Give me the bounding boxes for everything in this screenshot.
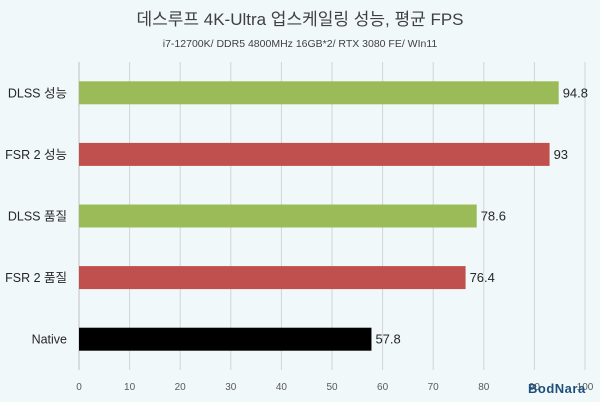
x-tick-label: 60 [377,382,389,393]
category-label: DLSS 품질 [8,210,67,224]
bars [79,81,559,351]
bar [79,327,372,351]
x-tick-label: 70 [428,382,440,393]
bar [79,266,466,290]
chart-subtitle: i7-12700K/ DDR5 4800MHz 16GB*2/ RTX 3080… [163,38,438,50]
labels: DLSS 성능 94.8 FSR 2 성능 93 DLSS 품질 78.6 FSR 2 품질… [5,85,588,346]
value-label: 57.8 [375,332,400,347]
bar [79,204,477,228]
watermark-text: BodNara [528,381,586,396]
watermark: BodNara [528,381,586,396]
x-axis-ticks: 0 10 20 30 40 50 60 70 80 90 100 [76,382,594,393]
category-label: DLSS 성능 [8,86,67,100]
x-tick-label: 0 [76,382,82,393]
category-label: FSR 2 품질 [5,271,67,285]
value-label: 94.8 [563,85,588,100]
category-label: Native [32,333,67,347]
value-label: 76.4 [470,270,495,285]
x-tick-label: 50 [326,382,338,393]
x-tick-label: 10 [124,382,136,393]
x-tick-label: 80 [478,382,490,393]
category-label: FSR 2 성능 [5,148,67,162]
chart-title: 데스루프 4K-Ultra 업스케일링 성능, 평균 FPS [136,10,463,29]
x-tick-label: 90 [529,382,541,393]
x-tick-label: 30 [225,382,237,393]
value-label: 93 [554,147,568,162]
x-tick-label: 20 [175,382,187,393]
bar [79,81,559,105]
x-tick-label: 100 [577,382,594,393]
bar [79,142,550,166]
x-tick-label: 40 [276,382,288,393]
value-label: 78.6 [481,209,506,224]
